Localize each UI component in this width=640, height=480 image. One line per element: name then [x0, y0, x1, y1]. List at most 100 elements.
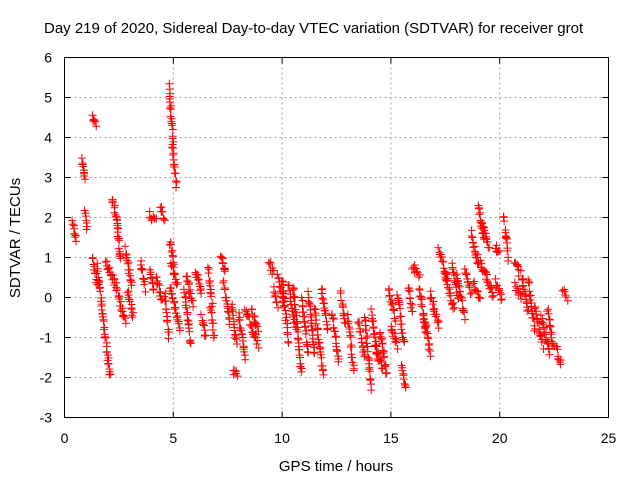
y-tick-label: 5	[44, 90, 52, 106]
data-point	[88, 111, 97, 120]
data-point	[431, 312, 440, 321]
data-point	[427, 293, 436, 302]
data-point	[291, 305, 300, 314]
data-point	[129, 308, 138, 317]
data-point	[236, 324, 245, 333]
data-point	[542, 335, 551, 344]
x-tick-label: 5	[169, 430, 177, 446]
data-point	[418, 302, 427, 311]
data-point	[472, 286, 481, 295]
data-point	[284, 338, 293, 347]
data-point	[152, 273, 161, 282]
data-point	[311, 311, 320, 320]
data-point	[162, 296, 171, 305]
data-point	[152, 214, 161, 223]
data-point	[406, 294, 415, 303]
data-point	[544, 344, 553, 353]
data-point	[415, 292, 424, 301]
data-point	[295, 351, 304, 360]
data-point	[362, 326, 371, 335]
data-point	[332, 347, 341, 356]
data-point	[553, 345, 562, 354]
data-point	[417, 293, 426, 302]
data-point	[272, 297, 281, 306]
data-point	[96, 287, 105, 296]
data-point	[408, 307, 417, 316]
data-point	[317, 353, 326, 362]
data-point	[167, 117, 176, 126]
data-point	[556, 360, 565, 369]
data-point	[395, 300, 404, 309]
data-point	[219, 276, 228, 285]
data-point	[101, 258, 110, 267]
data-point	[531, 302, 540, 311]
data-point	[363, 332, 372, 341]
data-point	[455, 287, 464, 296]
data-point	[434, 243, 443, 252]
data-point	[486, 285, 495, 294]
plot-grid	[64, 57, 609, 418]
data-point	[281, 306, 290, 315]
data-point	[197, 289, 206, 298]
data-point	[219, 278, 228, 287]
data-point	[140, 280, 149, 289]
data-point	[469, 279, 478, 288]
data-point	[99, 317, 108, 326]
data-point	[182, 303, 191, 312]
data-point	[222, 296, 231, 305]
data-point	[380, 361, 389, 370]
data-point	[469, 243, 478, 252]
data-point	[417, 295, 426, 304]
data-point	[98, 309, 107, 318]
data-point	[266, 258, 275, 267]
data-point	[317, 289, 326, 298]
data-point	[116, 254, 125, 263]
data-point	[149, 284, 158, 293]
data-point	[219, 264, 228, 273]
data-point	[124, 258, 133, 267]
data-point	[282, 313, 291, 322]
data-point	[357, 338, 366, 347]
data-point	[322, 317, 331, 326]
data-point	[487, 283, 496, 292]
data-point	[158, 207, 167, 216]
data-point	[460, 315, 469, 324]
x-tick-label: 20	[492, 430, 508, 446]
data-point	[310, 304, 319, 313]
data-point	[88, 254, 97, 263]
data-point	[419, 315, 428, 324]
data-point	[423, 333, 432, 342]
data-point	[204, 269, 213, 278]
data-point	[513, 284, 522, 293]
data-point	[462, 270, 471, 279]
data-point	[168, 132, 177, 141]
data-point	[318, 294, 327, 303]
data-point	[124, 287, 133, 296]
data-point	[172, 178, 181, 187]
data-point	[78, 160, 87, 169]
data-point	[448, 265, 457, 274]
data-point	[240, 347, 249, 356]
data-point	[378, 339, 387, 348]
data-point	[235, 316, 244, 325]
data-point	[83, 222, 92, 231]
data-point	[297, 364, 306, 373]
data-point	[231, 331, 240, 340]
data-point	[495, 246, 504, 255]
data-point	[81, 175, 90, 184]
data-point	[349, 366, 358, 375]
data-point	[410, 261, 419, 270]
data-point	[504, 257, 513, 266]
data-point	[519, 281, 528, 290]
data-point	[390, 306, 399, 315]
data-point	[318, 284, 327, 293]
data-point	[434, 317, 443, 326]
data-point	[422, 327, 431, 336]
data-point	[196, 310, 205, 319]
y-tick-labels: -3 -2 -1 0 1 2 3 4 5 6	[40, 50, 53, 426]
data-point	[456, 292, 465, 301]
data-point	[116, 306, 125, 315]
data-point	[121, 242, 130, 251]
data-point	[405, 287, 414, 296]
data-point	[387, 300, 396, 309]
